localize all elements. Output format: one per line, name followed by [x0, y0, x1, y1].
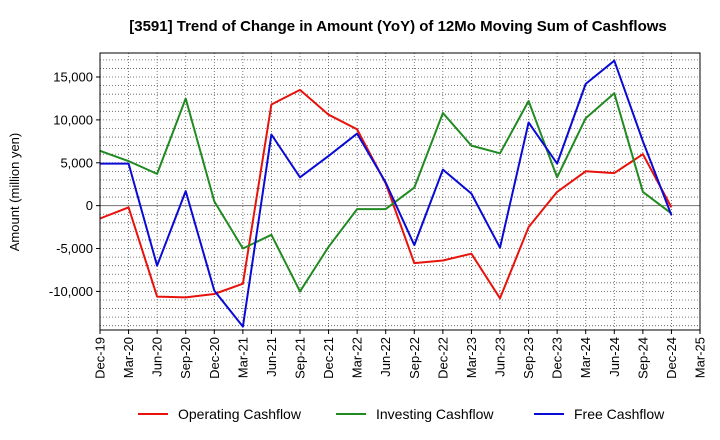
x-tick-label: Mar-21 — [235, 337, 250, 378]
legend-label-operating-cashflow: Operating Cashflow — [178, 406, 302, 422]
x-tick-label: Jun-22 — [378, 337, 393, 377]
x-tick-label: Sep-20 — [178, 337, 193, 379]
legend-label-free-cashflow: Free Cashflow — [574, 406, 665, 422]
y-tick-label: 5,000 — [60, 155, 93, 170]
y-tick-label: -10,000 — [49, 284, 93, 299]
x-tick-label: Jun-23 — [493, 337, 508, 377]
x-tick-labels: Dec-19 Mar-20 Jun-20 Sep-20 Dec-20 Mar-21 Jun-… — [93, 330, 708, 379]
x-tick-label: Dec-20 — [207, 337, 222, 379]
x-tick-label: Jun-24 — [607, 337, 622, 377]
x-tick-label: Dec-22 — [435, 337, 450, 379]
x-tick-label: Sep-24 — [635, 337, 650, 379]
x-tick-label: Sep-23 — [521, 337, 536, 379]
y-tick-label: 0 — [86, 198, 93, 213]
x-tick-label: Jun-21 — [264, 337, 279, 377]
x-tick-label: Mar-22 — [350, 337, 365, 378]
grid — [99, 53, 701, 330]
series-line-investing-cashflow — [99, 92, 673, 293]
series-layer — [99, 59, 673, 328]
x-tick-label: Mar-24 — [578, 337, 593, 378]
x-tick-label: Dec-23 — [550, 337, 565, 379]
x-tick-label: Mar-20 — [121, 337, 136, 378]
plot-frame — [99, 52, 701, 331]
x-tick-label: Jun-20 — [150, 337, 165, 377]
x-tick-label: Sep-21 — [293, 337, 308, 379]
y-tick-label: 10,000 — [53, 112, 93, 127]
legend-label-investing-cashflow: Investing Cashflow — [376, 406, 494, 422]
series-line-free-cashflow — [100, 59, 673, 328]
x-tick-label: Dec-24 — [664, 337, 679, 379]
x-tick-label: Dec-19 — [93, 337, 108, 379]
chart-title: [3591] Trend of Change in Amount (YoY) o… — [129, 18, 667, 35]
legend: Operating Cashflow Investing Cashflow Free… — [138, 406, 665, 422]
x-tick-label: Mar-23 — [464, 337, 479, 378]
x-tick-label: Dec-21 — [321, 337, 336, 379]
y-tick-label: -5,000 — [56, 241, 93, 256]
x-tick-label: Sep-22 — [407, 337, 422, 379]
y-axis-label: Amount (million yen) — [7, 133, 22, 252]
x-tick-label: Mar-25 — [693, 337, 708, 378]
y-tick-labels: 15,000 10,000 5,000 0 -5,000 -10,000 — [49, 70, 100, 299]
y-tick-label: 15,000 — [53, 70, 93, 85]
